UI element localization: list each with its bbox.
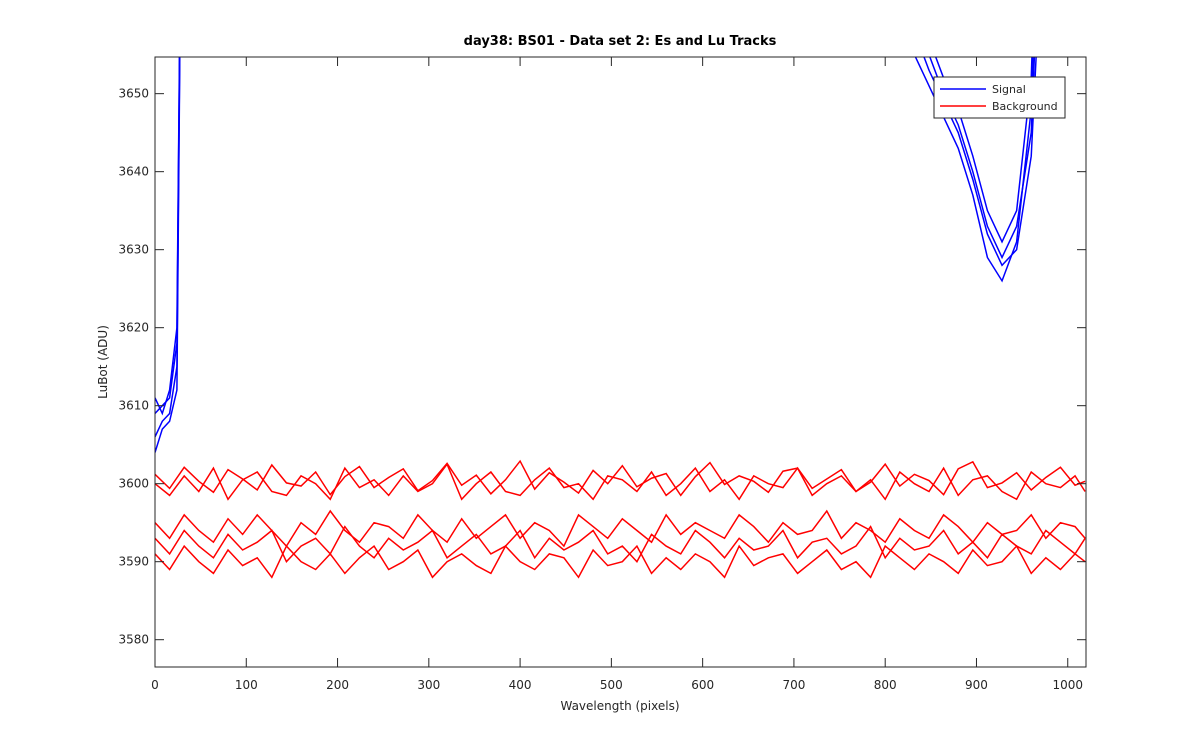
series-line — [155, 544, 1086, 579]
legend: Signal Background — [933, 76, 1066, 119]
chart-title: day38: BS01 - Data set 2: Es and Lu Trac… — [464, 34, 777, 49]
y-tick-label: 3610 — [118, 399, 149, 413]
x-tick-label: 800 — [874, 678, 897, 692]
legend-box — [933, 76, 1066, 119]
x-tick-label: 500 — [600, 678, 623, 692]
x-tick-label: 300 — [417, 678, 440, 692]
x-tick-label: 900 — [965, 678, 988, 692]
y-tick-label: 3620 — [118, 321, 149, 335]
series-line — [155, 509, 1086, 548]
x-tick-label: 700 — [782, 678, 805, 692]
legend-label: Signal — [992, 83, 1026, 96]
x-tick-label: 100 — [235, 678, 258, 692]
axes-box — [154, 56, 1087, 668]
series-line — [155, 525, 1086, 564]
y-tick-label: 3640 — [118, 165, 149, 179]
x-tick-label: 600 — [691, 678, 714, 692]
y-tick-label: 3650 — [118, 87, 149, 101]
x-axis-label: Wavelength (pixels) — [560, 699, 679, 713]
axes: 0 100 200 300 400 500 600 700 800 900 1000 3580 3590… — [118, 56, 1087, 692]
y-tick-label: 3630 — [118, 243, 149, 257]
x-tick-label: 200 — [326, 678, 349, 692]
series-line — [155, 462, 1086, 501]
y-tick-label: 3600 — [118, 477, 149, 491]
x-tick-label: 1000 — [1052, 678, 1083, 692]
x-tick-label: 0 — [151, 678, 159, 692]
y-tick-label: 3580 — [118, 633, 149, 647]
legend-label: Background — [992, 100, 1058, 113]
y-axis-label: LuBot (ADU) — [96, 325, 110, 399]
plot-area — [155, 57, 1086, 667]
y-tick-label: 3590 — [118, 555, 149, 569]
series-line — [155, 459, 1086, 497]
x-tick-label: 400 — [509, 678, 532, 692]
